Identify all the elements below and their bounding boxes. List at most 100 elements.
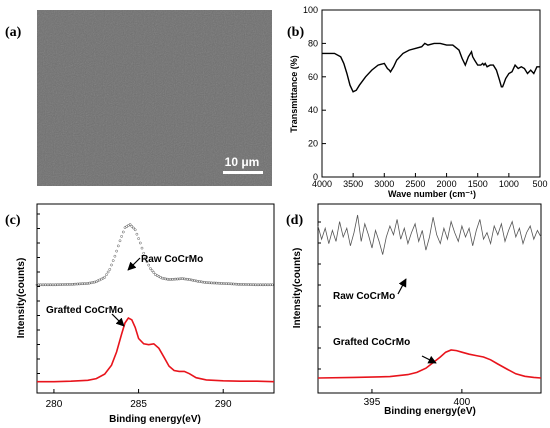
raw-point-c xyxy=(262,283,266,287)
panel-b-label: (b) xyxy=(287,25,304,40)
raw-point-c xyxy=(40,283,44,287)
grafted-line-c xyxy=(37,316,275,383)
c-xtick-label: 290 xyxy=(215,399,232,410)
raw-point-c xyxy=(191,278,195,282)
y-axis-label-c: Intensity(counts) xyxy=(16,258,27,339)
raw-point-c xyxy=(199,280,203,284)
b-xtick-label: 1000 xyxy=(499,179,519,189)
raw-point-c xyxy=(138,241,142,245)
raw-point-c xyxy=(238,283,242,286)
raw-point-c xyxy=(215,281,218,285)
raw-point-c xyxy=(103,275,107,279)
raw-point-c xyxy=(247,283,250,286)
raw-point-c xyxy=(216,281,220,285)
raw-point-c xyxy=(164,277,168,281)
d-xtick-label: 400 xyxy=(454,397,471,408)
arrow-grafted-c xyxy=(111,313,125,327)
raw-point-c xyxy=(44,283,47,287)
b-ytick-label: 40 xyxy=(308,105,318,115)
arrow-grafted-d xyxy=(421,355,437,364)
y-axis-label-d: Intensity(counts) xyxy=(292,248,303,329)
raw-point-c xyxy=(45,283,49,287)
b-ytick-label: 100 xyxy=(303,5,318,15)
raw-point-c xyxy=(93,280,96,284)
raw-point-c xyxy=(120,235,123,238)
raw-point-c xyxy=(145,260,149,264)
raw-point-c xyxy=(137,237,140,240)
raw-point-c xyxy=(196,279,200,283)
raw-point-c xyxy=(143,257,147,260)
annotation-raw-c: Raw CoCrMo xyxy=(141,254,203,265)
raw-point-c xyxy=(64,283,68,286)
d-xtick-label: 395 xyxy=(364,397,381,408)
raw-point-c xyxy=(71,282,74,286)
raw-point-c xyxy=(115,249,118,253)
raw-point-c xyxy=(177,277,181,281)
x-axis-label-d: Binding energy(eV) xyxy=(384,406,476,417)
ftir-line xyxy=(322,42,540,93)
raw-point-c xyxy=(208,281,212,285)
raw-point-c xyxy=(76,282,79,286)
raw-point-c xyxy=(50,283,54,287)
raw-point-c xyxy=(84,282,88,285)
raw-point-c xyxy=(135,232,139,236)
raw-point-c xyxy=(37,283,41,287)
raw-point-c xyxy=(111,259,115,262)
raw-point-c xyxy=(128,223,132,226)
raw-point-c xyxy=(52,283,56,287)
raw-point-c xyxy=(39,283,42,287)
raw-point-c xyxy=(245,283,249,286)
raw-point-c xyxy=(220,282,223,285)
raw-point-c xyxy=(172,277,176,281)
raw-point-c xyxy=(150,269,154,272)
raw-point-c xyxy=(49,283,52,287)
raw-point-c xyxy=(188,278,191,281)
raw-point-c xyxy=(230,282,234,286)
raw-point-c xyxy=(130,224,134,228)
raw-point-c xyxy=(106,270,110,274)
raw-point-c xyxy=(79,282,83,286)
raw-point-c xyxy=(89,281,93,285)
raw-point-c xyxy=(193,279,196,282)
raw-point-c xyxy=(269,283,272,287)
raw-point-c xyxy=(221,282,225,285)
raw-point-c xyxy=(132,226,135,230)
b-ytick-label: 0 xyxy=(313,172,318,182)
raw-point-c xyxy=(186,277,190,281)
plot-frame-d xyxy=(317,203,542,394)
raw-point-c xyxy=(88,281,91,285)
raw-point-c xyxy=(83,282,86,286)
annotation-grafted-c: Grafted CoCrMo xyxy=(46,305,123,316)
b-xtick-label: 500 xyxy=(532,179,547,189)
b-ytick-label: 20 xyxy=(308,139,318,149)
raw-point-c xyxy=(228,282,232,286)
raw-point-c xyxy=(260,283,264,287)
panel-c: (c) 280 285 290 Raw CoCrMo Grafted CoCrMo … xyxy=(5,203,275,425)
raw-point-c xyxy=(160,276,164,280)
raw-point-c xyxy=(142,251,146,255)
b-xtick-label: 2000 xyxy=(437,179,457,189)
raw-point-c xyxy=(204,281,208,284)
raw-point-c xyxy=(223,282,227,285)
raw-point-c xyxy=(113,254,117,258)
raw-line-d xyxy=(317,214,542,255)
raw-point-c xyxy=(213,281,217,285)
raw-point-c xyxy=(179,277,183,281)
raw-point-c xyxy=(235,282,239,286)
raw-point-c xyxy=(121,230,125,234)
y-axis-label-b: Transmittance (%) xyxy=(289,55,299,133)
raw-point-c xyxy=(62,283,66,286)
sem-image-texture xyxy=(37,10,272,186)
raw-point-c xyxy=(264,283,267,287)
raw-point-c xyxy=(184,277,188,281)
panel-c-label: (c) xyxy=(5,213,21,228)
raw-point-c xyxy=(203,280,206,284)
raw-point-c xyxy=(237,282,240,286)
raw-point-c xyxy=(67,283,71,286)
raw-point-c xyxy=(201,280,205,284)
d-ticks: 395 400 xyxy=(318,221,471,408)
panel-a-label: (a) xyxy=(5,25,22,40)
raw-point-c xyxy=(255,283,259,287)
raw-point-c xyxy=(57,283,61,287)
